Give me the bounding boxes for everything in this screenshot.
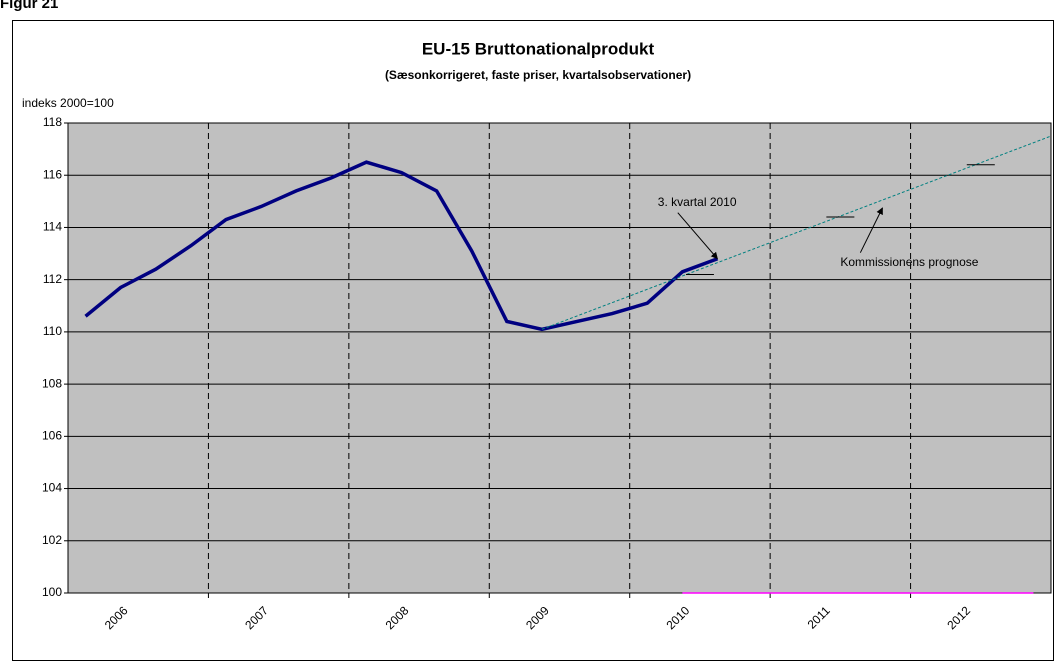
y-tick-label: 104 <box>42 481 62 495</box>
y-tick-label: 110 <box>43 324 62 338</box>
plot-border <box>67 122 1052 594</box>
y-tick-label: 106 <box>42 429 62 443</box>
chart-subtitle: (Sæsonkorrigeret, faste priser, kvartals… <box>385 68 691 82</box>
annotation: Kommissionens prognose <box>840 255 978 269</box>
chart-title: EU-15 Bruttonationalprodukt <box>422 39 655 58</box>
y-tick-label: 100 <box>42 585 62 599</box>
y-tick-label: 118 <box>43 115 62 129</box>
annotation-arrow <box>859 207 883 253</box>
series-line <box>84 160 719 332</box>
figure-label: Figur 21 <box>0 0 58 12</box>
y-axis-label: indeks 2000=100 <box>22 96 114 110</box>
series-line <box>541 135 1052 330</box>
y-tick-label: 108 <box>42 376 62 390</box>
y-tick-label: 114 <box>43 220 62 234</box>
y-tick-label: 102 <box>42 533 62 547</box>
y-tick-label: 116 <box>43 167 62 181</box>
plot-area <box>68 123 1051 593</box>
annotation: 3. kvartal 2010 <box>658 195 737 209</box>
y-tick-label: 112 <box>43 272 62 286</box>
annotation-arrow <box>677 212 718 260</box>
